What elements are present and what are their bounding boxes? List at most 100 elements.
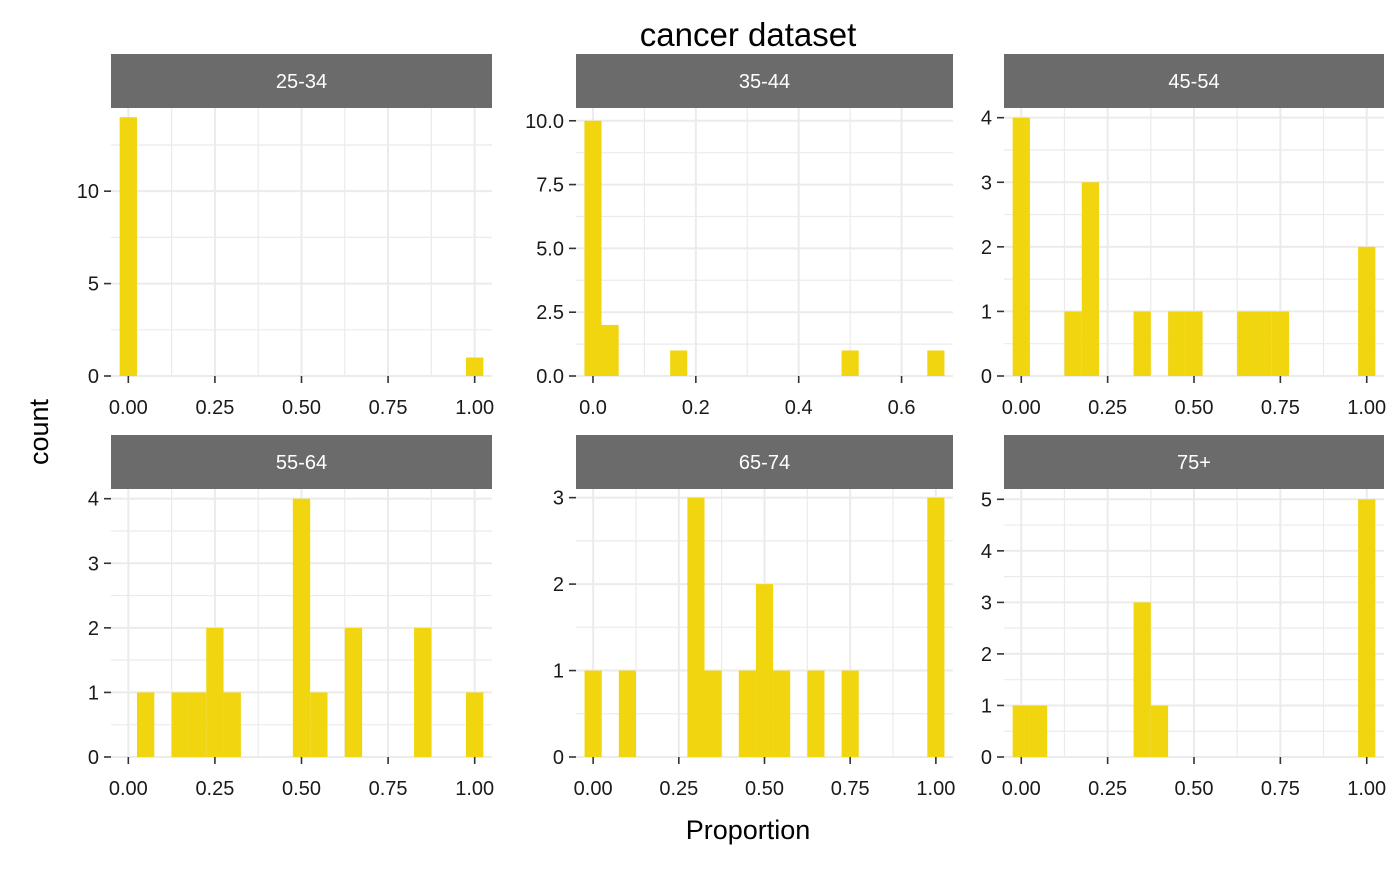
histogram-bars xyxy=(1012,499,1376,757)
histogram-bar xyxy=(773,670,791,757)
x-tick-label: 0.25 xyxy=(659,778,698,800)
histogram-bar xyxy=(171,692,189,757)
x-tick-label: 1.00 xyxy=(916,778,955,800)
facet-strip-label: 25-34 xyxy=(276,71,327,93)
facet-panel: 55-64 0.00 0.25 0.50 0.75 1.00 0 1 2 3 4 xyxy=(88,435,494,800)
y-tick-label: 10.0 xyxy=(525,111,564,133)
histogram-bars xyxy=(584,120,945,376)
facet-panel: 65-74 0.00 0.25 0.50 0.75 1.00 0 1 2 3 xyxy=(553,435,955,800)
x-tick-label: 0.00 xyxy=(109,778,148,800)
facet-strip-label: 75+ xyxy=(1177,452,1211,474)
y-tick-label: 0 xyxy=(981,366,992,388)
histogram-bar xyxy=(1029,705,1048,757)
histogram-bar xyxy=(136,692,155,757)
y-tick-label: 0 xyxy=(553,747,564,769)
histogram-bar xyxy=(1168,311,1186,376)
histogram-bar xyxy=(1358,246,1376,376)
histogram-bar xyxy=(1133,311,1151,376)
histogram-bar xyxy=(927,350,945,376)
histogram-bar xyxy=(1254,311,1272,376)
facet-strip xyxy=(576,54,953,108)
facet-strip-label: 65-74 xyxy=(739,452,790,474)
facet-strip-label: 55-64 xyxy=(276,452,327,474)
x-tick-label: 1.00 xyxy=(455,778,494,800)
y-tick-label: 3 xyxy=(981,592,992,614)
histogram-bar xyxy=(704,670,722,757)
y-tick-label: 7.5 xyxy=(536,175,564,197)
y-tick-label: 2 xyxy=(981,644,992,666)
histogram-bar xyxy=(1064,311,1082,376)
histogram-bar xyxy=(344,627,363,757)
histogram-bar xyxy=(1185,311,1203,376)
facet-strip xyxy=(111,435,492,489)
histogram-bar xyxy=(206,627,224,757)
y-tick-label: 2 xyxy=(981,237,992,259)
x-tick-label: 0.50 xyxy=(745,778,784,800)
x-tick-label: 0.50 xyxy=(1175,778,1214,800)
x-tick-label: 0.6 xyxy=(888,397,916,419)
x-tick-label: 0.2 xyxy=(682,397,710,419)
histogram-bar xyxy=(119,117,137,376)
x-tick-label: 0.4 xyxy=(785,397,813,419)
histogram-bar xyxy=(1237,311,1255,376)
y-tick-label: 2 xyxy=(553,574,564,596)
histogram-bars xyxy=(584,497,945,757)
histogram-bar xyxy=(310,692,328,757)
x-tick-label: 0.00 xyxy=(1002,397,1041,419)
axes: 0.0 0.2 0.4 0.6 0.0 2.5 5.0 7.5 10.0 xyxy=(525,111,915,419)
x-tick-label: 0.50 xyxy=(282,397,321,419)
histogram-bar xyxy=(584,120,602,376)
histogram-bar xyxy=(670,350,688,376)
histogram-bar xyxy=(1358,499,1376,757)
chart-title: cancer dataset xyxy=(640,16,856,53)
x-tick-label: 0.0 xyxy=(579,397,607,419)
y-tick-label: 0.0 xyxy=(536,366,564,388)
x-tick-label: 0.00 xyxy=(1002,778,1041,800)
histogram-bar xyxy=(292,498,311,757)
facet-panel: 25-34 0.00 0.25 0.50 0.75 1.00 0 5 10 xyxy=(77,54,494,419)
y-tick-label: 2.5 xyxy=(536,302,564,324)
facet-panel: 35-44 0.0 0.2 0.4 0.6 0.0 2.5 5.0 7.5 10.0 xyxy=(525,54,953,419)
histogram-bars xyxy=(1012,117,1376,377)
y-tick-label: 4 xyxy=(88,489,99,511)
x-tick-label: 0.00 xyxy=(109,397,148,419)
y-tick-label: 1 xyxy=(981,301,992,323)
histogram-bar xyxy=(618,670,636,757)
y-tick-label: 0 xyxy=(88,747,99,769)
histogram-bar xyxy=(466,357,484,376)
histogram-bar xyxy=(687,497,705,757)
x-tick-label: 0.75 xyxy=(369,397,408,419)
y-tick-label: 5.0 xyxy=(536,238,564,260)
y-tick-label: 4 xyxy=(981,108,992,130)
facet-strip xyxy=(111,54,492,108)
grid-lines xyxy=(576,108,953,377)
y-tick-label: 10 xyxy=(77,181,99,203)
y-tick-label: 1 xyxy=(981,695,992,717)
x-tick-label: 0.50 xyxy=(1175,397,1214,419)
histogram-bar xyxy=(755,584,774,757)
y-tick-label: 1 xyxy=(88,682,99,704)
histogram-bar xyxy=(1081,182,1099,376)
y-tick-label: 1 xyxy=(553,661,564,683)
x-tick-label: 0.75 xyxy=(1261,778,1300,800)
histogram-bar xyxy=(1012,117,1030,377)
y-tick-label: 0 xyxy=(981,747,992,769)
facet-panel: 45-54 0.00 0.25 0.50 0.75 1.00 0 1 2 3 4 xyxy=(981,54,1386,419)
y-tick-label: 5 xyxy=(981,489,992,511)
y-tick-label: 3 xyxy=(981,172,992,194)
histogram-bars xyxy=(119,117,484,376)
facet-strip xyxy=(1004,435,1384,489)
histogram-bar xyxy=(1133,602,1151,757)
x-axis-title: Proportion xyxy=(686,815,811,845)
grid-lines xyxy=(1004,489,1384,758)
histogram-bars xyxy=(136,498,484,757)
histogram-bar xyxy=(1150,705,1169,757)
facet-strip-label: 45-54 xyxy=(1168,71,1219,93)
histogram-bar xyxy=(807,670,825,757)
histogram-bar xyxy=(584,670,602,757)
x-tick-label: 0.25 xyxy=(195,397,234,419)
axes: 0.00 0.25 0.50 0.75 1.00 0 1 2 3 xyxy=(553,488,955,800)
